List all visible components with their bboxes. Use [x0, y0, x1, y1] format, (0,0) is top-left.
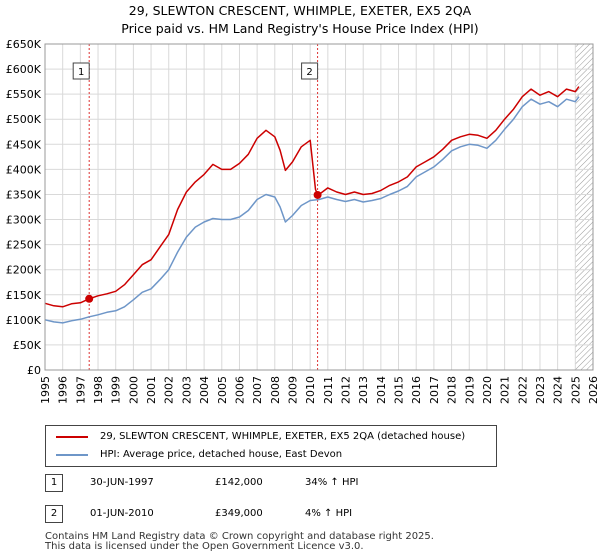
x-tick-label: 2001	[145, 376, 158, 404]
x-tick-label: 2010	[304, 376, 317, 404]
hpi-line	[44, 96, 580, 324]
chart-title-line: 29, SLEWTON CRESCENT, WHIMPLE, EXETER, E…	[128, 3, 472, 18]
sale-price: £142,000	[215, 477, 263, 488]
y-tick-label: £50K	[13, 339, 42, 352]
x-tick-label: 2004	[198, 376, 211, 404]
y-tick-label: £450K	[6, 138, 42, 151]
sale-hpi-change: 4% ↑ HPI	[305, 508, 353, 519]
x-tick-label: 2019	[463, 376, 476, 404]
x-tick-label: 2009	[286, 376, 299, 404]
x-tick-label: 2018	[446, 376, 459, 404]
y-tick-label: £100K	[6, 314, 42, 327]
x-tick-label: 2023	[534, 376, 547, 404]
y-tick-label: £250K	[6, 239, 42, 252]
x-tick-label: 2005	[216, 376, 229, 404]
y-tick-label: £500K	[6, 113, 42, 126]
y-tick-label: £200K	[6, 264, 42, 277]
x-tick-label: 2007	[251, 376, 264, 404]
y-tick-label: £0	[27, 364, 41, 377]
plot-area	[45, 44, 593, 370]
legend: 29, SLEWTON CRESCENT, WHIMPLE, EXETER, E…	[45, 425, 497, 467]
x-tick-label: 2021	[499, 376, 512, 404]
legend-label-property: 29, SLEWTON CRESCENT, WHIMPLE, EXETER, E…	[100, 431, 466, 442]
x-tick-label: 2006	[233, 376, 246, 404]
y-tick-label: £600K	[6, 63, 42, 76]
sale-label-number: 2	[306, 67, 312, 78]
sale-badge: 2	[45, 505, 63, 523]
x-tick-label: 2020	[481, 376, 494, 404]
x-tick-label: 2011	[322, 376, 335, 404]
legend-swatch-property	[56, 436, 88, 438]
sale-label-box	[72, 62, 90, 80]
sale-label-number: 1	[78, 67, 84, 78]
sale-hpi-change: 34% ↑ HPI	[305, 477, 359, 488]
forecast-hatch	[575, 44, 593, 370]
x-tick-label: 2002	[163, 376, 176, 404]
sale-price: £349,000	[215, 508, 263, 519]
sale-badge: 1	[45, 474, 63, 492]
legend-label-hpi: HPI: Average price, detached house, East…	[100, 449, 343, 460]
y-tick-label: £300K	[6, 214, 42, 227]
x-tick-label: 2024	[552, 376, 565, 404]
x-tick-label: 1995	[39, 376, 52, 404]
y-tick-label: £650K	[6, 38, 42, 51]
sale-date: 30-JUN-1997	[90, 477, 154, 488]
y-tick-label: £350K	[6, 188, 42, 201]
x-tick-label: 2026	[587, 376, 600, 404]
y-tick-label: £150K	[6, 289, 42, 302]
plot-frame	[44, 43, 594, 371]
x-tick-label: 2015	[393, 376, 406, 404]
grid	[44, 43, 594, 371]
sale-date: 01-JUN-2010	[90, 508, 154, 519]
x-tick-label: 2008	[269, 376, 282, 404]
x-tick-label: 2013	[357, 376, 370, 404]
x-tick-label: 1997	[74, 376, 87, 404]
y-tick-label: £400K	[6, 163, 42, 176]
sale-label-box	[301, 62, 319, 80]
x-tick-label: 1996	[57, 376, 70, 404]
x-tick-label: 2025	[569, 376, 582, 404]
x-tick-label: 2014	[375, 376, 388, 404]
plot-background	[45, 44, 593, 370]
footer-attribution: Contains HM Land Registry data © Crown c…	[45, 531, 434, 552]
axes: £0 £50K £100K £150K £200K £250K £300K £350K £400…	[6, 38, 600, 404]
chart-subtitle-line: Price paid vs. HM Land Registry's House …	[121, 21, 479, 36]
x-tick-label: 2003	[180, 376, 193, 404]
x-tick-label: 2012	[340, 376, 353, 404]
y-tick-label: £550K	[6, 88, 42, 101]
sale-point	[85, 294, 94, 303]
x-tick-label: 2000	[127, 376, 140, 404]
legend-swatch-hpi	[56, 454, 88, 456]
property-price-line	[44, 86, 580, 308]
x-tick-label: 2016	[410, 376, 423, 404]
chart-title: 29, SLEWTON CRESCENT, WHIMPLE, EXETER, E…	[0, 2, 600, 38]
x-tick-label: 1999	[110, 376, 123, 404]
x-tick-label: 2017	[428, 376, 441, 404]
x-tick-label: 2022	[516, 376, 529, 404]
sale-point	[313, 190, 322, 199]
x-tick-label: 1998	[92, 376, 105, 404]
